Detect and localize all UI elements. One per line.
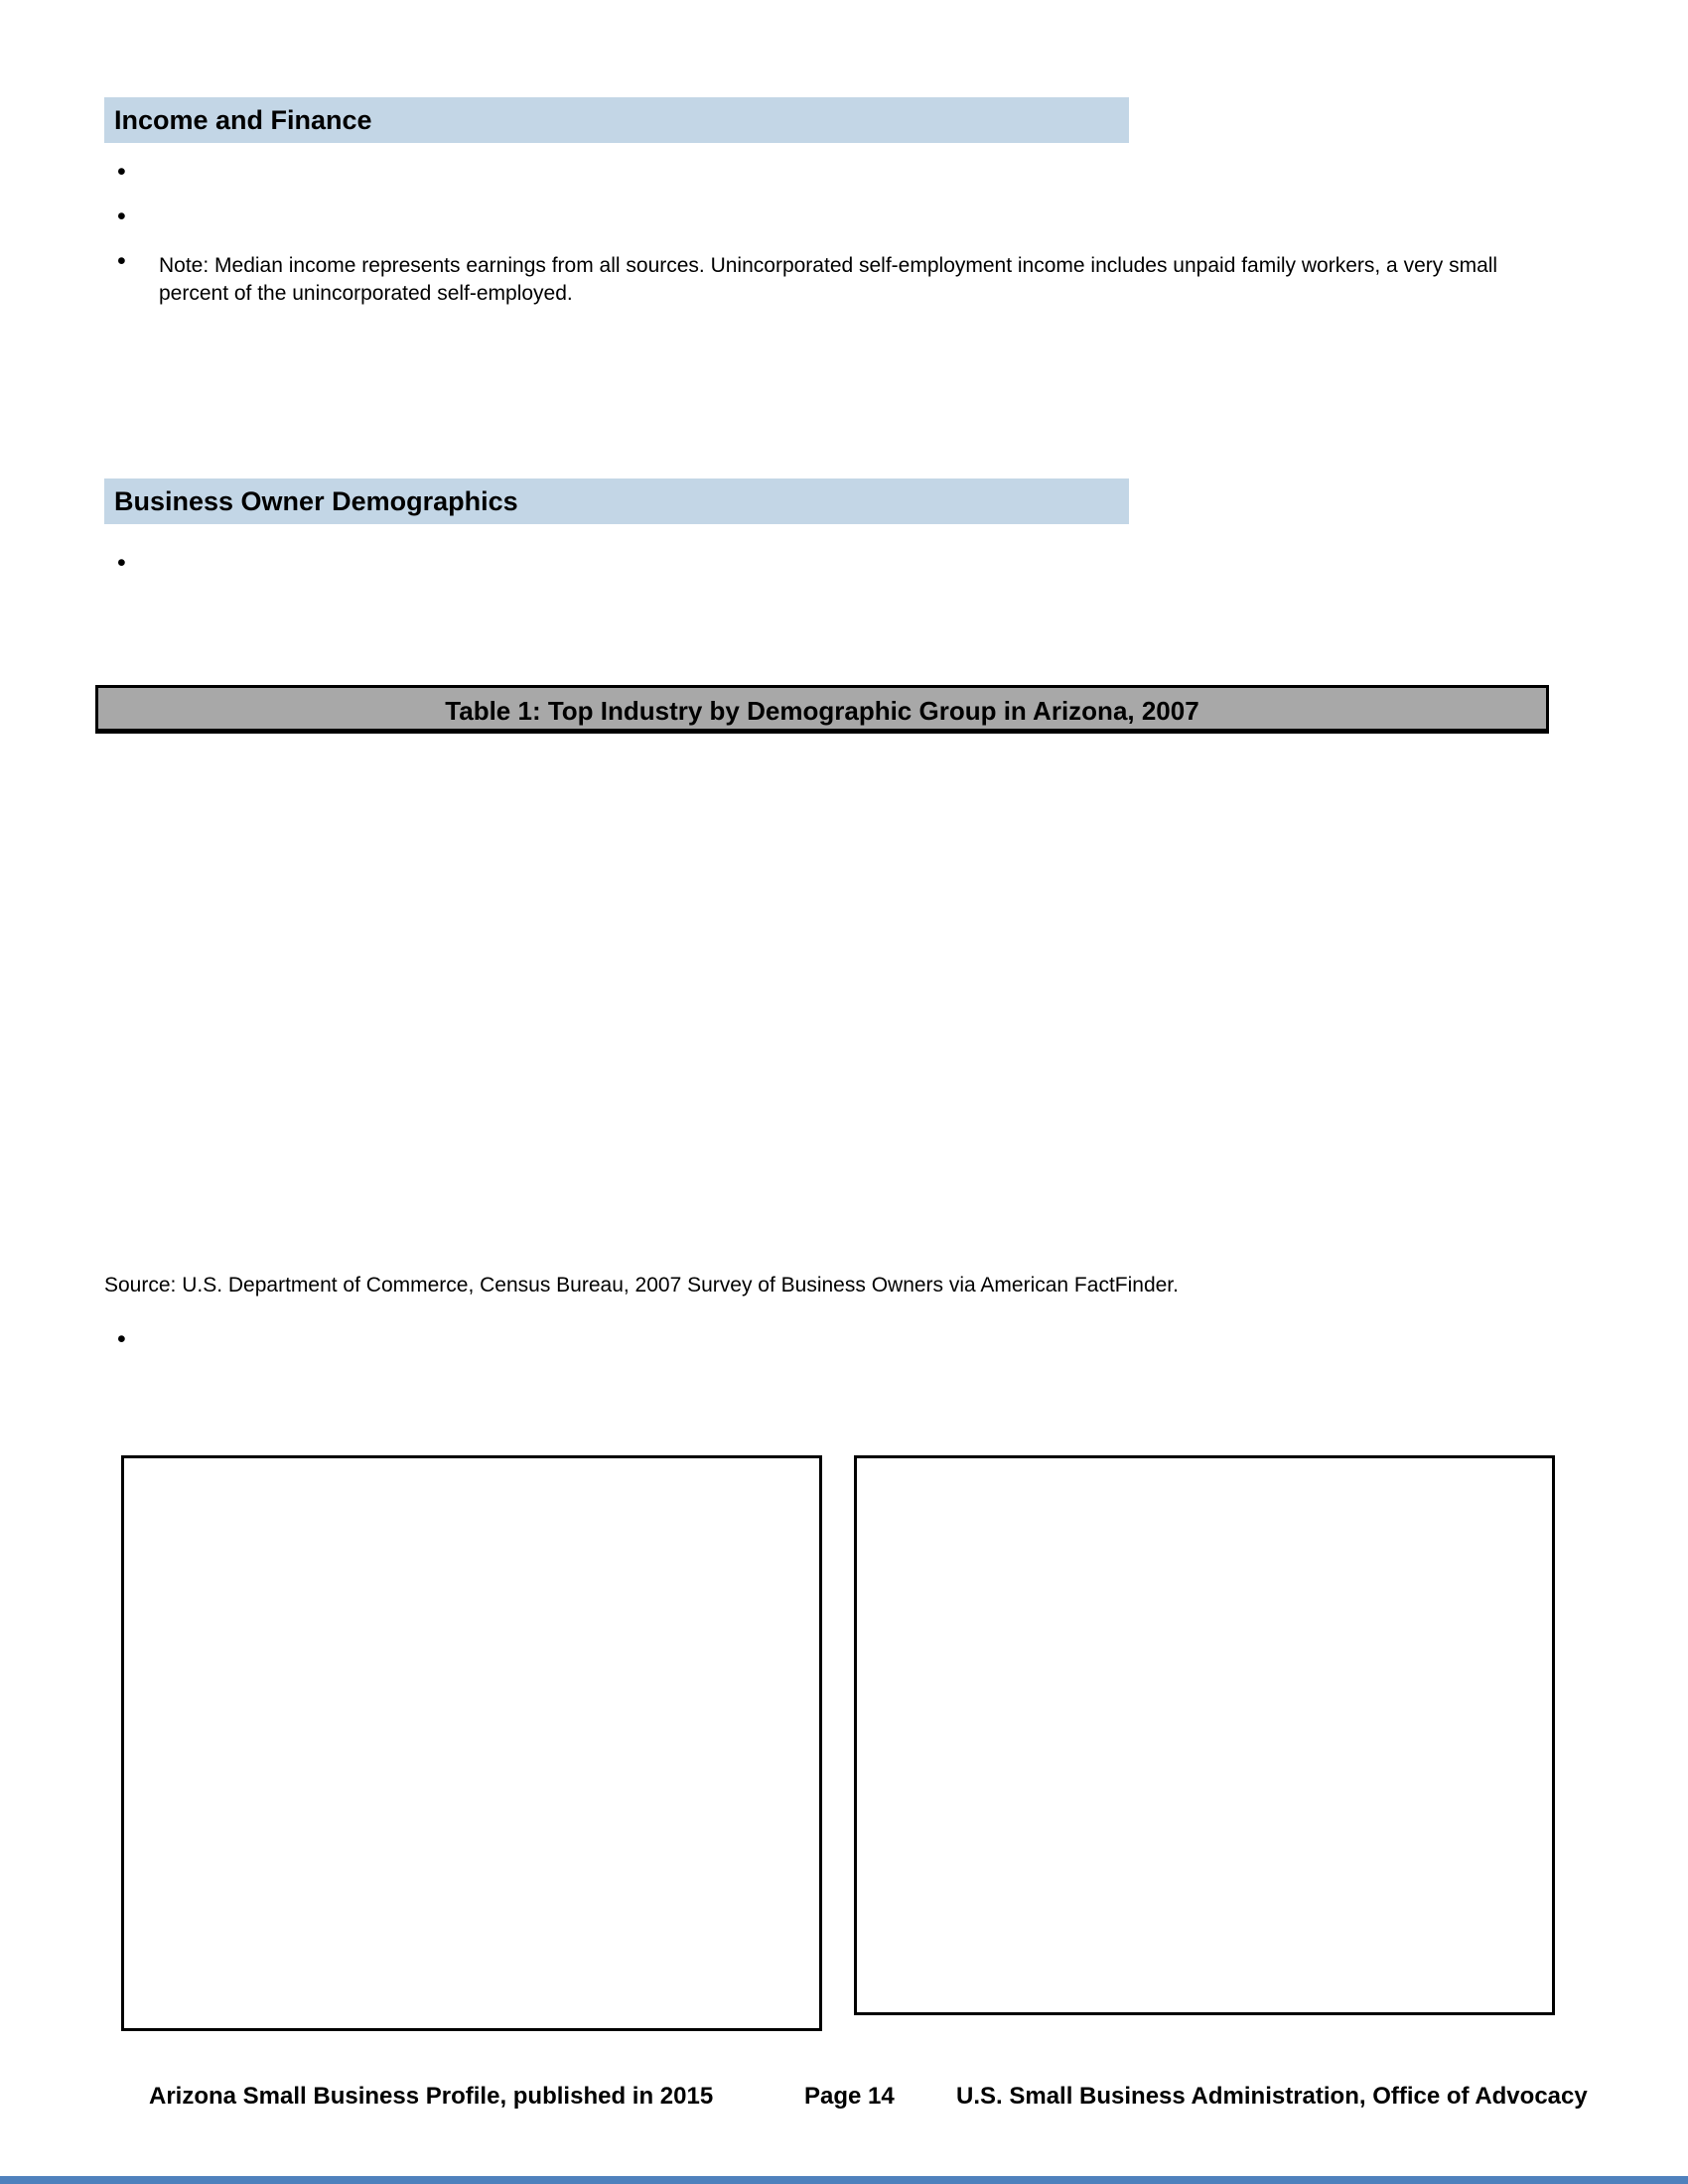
income-bullet-list: • • • Note: Median income represents ear… bbox=[117, 155, 1507, 318]
section-header-demographics-label: Business Owner Demographics bbox=[114, 485, 518, 516]
footer-agency: U.S. Small Business Administration, Offi… bbox=[956, 2083, 1588, 2110]
section-header-demographics: Business Owner Demographics bbox=[104, 478, 1129, 524]
footer-publication: Arizona Small Business Profile, publishe… bbox=[149, 2083, 714, 2110]
bullet-marker: • bbox=[117, 203, 126, 230]
table1-source: Source: U.S. Department of Commerce, Cen… bbox=[104, 1274, 1179, 1297]
bullet-text bbox=[159, 200, 1507, 234]
section-header-income: Income and Finance bbox=[104, 97, 1129, 143]
section-header-income-label: Income and Finance bbox=[114, 104, 372, 135]
bullet-item: • bbox=[117, 155, 1507, 190]
bullet-item: • bbox=[117, 1322, 1507, 1357]
figures-bullet-list: • bbox=[117, 1322, 1507, 1367]
table1-grid bbox=[95, 731, 1549, 734]
bullet-text bbox=[159, 546, 1507, 581]
bullet-marker: • bbox=[117, 158, 126, 186]
bullet-marker: • bbox=[117, 549, 126, 577]
footer-page-number: Page 14 bbox=[804, 2083, 895, 2110]
bullet-marker: • bbox=[117, 247, 126, 275]
bullet-marker: • bbox=[117, 1325, 126, 1353]
figure-2b-chart bbox=[854, 1455, 1555, 2015]
bullet-text bbox=[159, 1322, 1507, 1357]
table1-title: Table 1: Top Industry by Demographic Gro… bbox=[95, 685, 1549, 731]
median-income-note: Note: Median income represents earnings … bbox=[159, 254, 1498, 305]
table1: Table 1: Top Industry by Demographic Gro… bbox=[95, 685, 1549, 734]
bullet-text bbox=[159, 155, 1507, 190]
demographics-bullet-list: • bbox=[117, 546, 1507, 591]
bullet-item: • Note: Median income represents earning… bbox=[117, 244, 1507, 308]
bullet-item: • bbox=[117, 546, 1507, 581]
bullet-item: • bbox=[117, 200, 1507, 234]
page-bottom-border bbox=[0, 2176, 1688, 2184]
figure-2a-chart bbox=[121, 1455, 822, 2031]
bullet-text: Note: Median income represents earnings … bbox=[159, 244, 1507, 308]
